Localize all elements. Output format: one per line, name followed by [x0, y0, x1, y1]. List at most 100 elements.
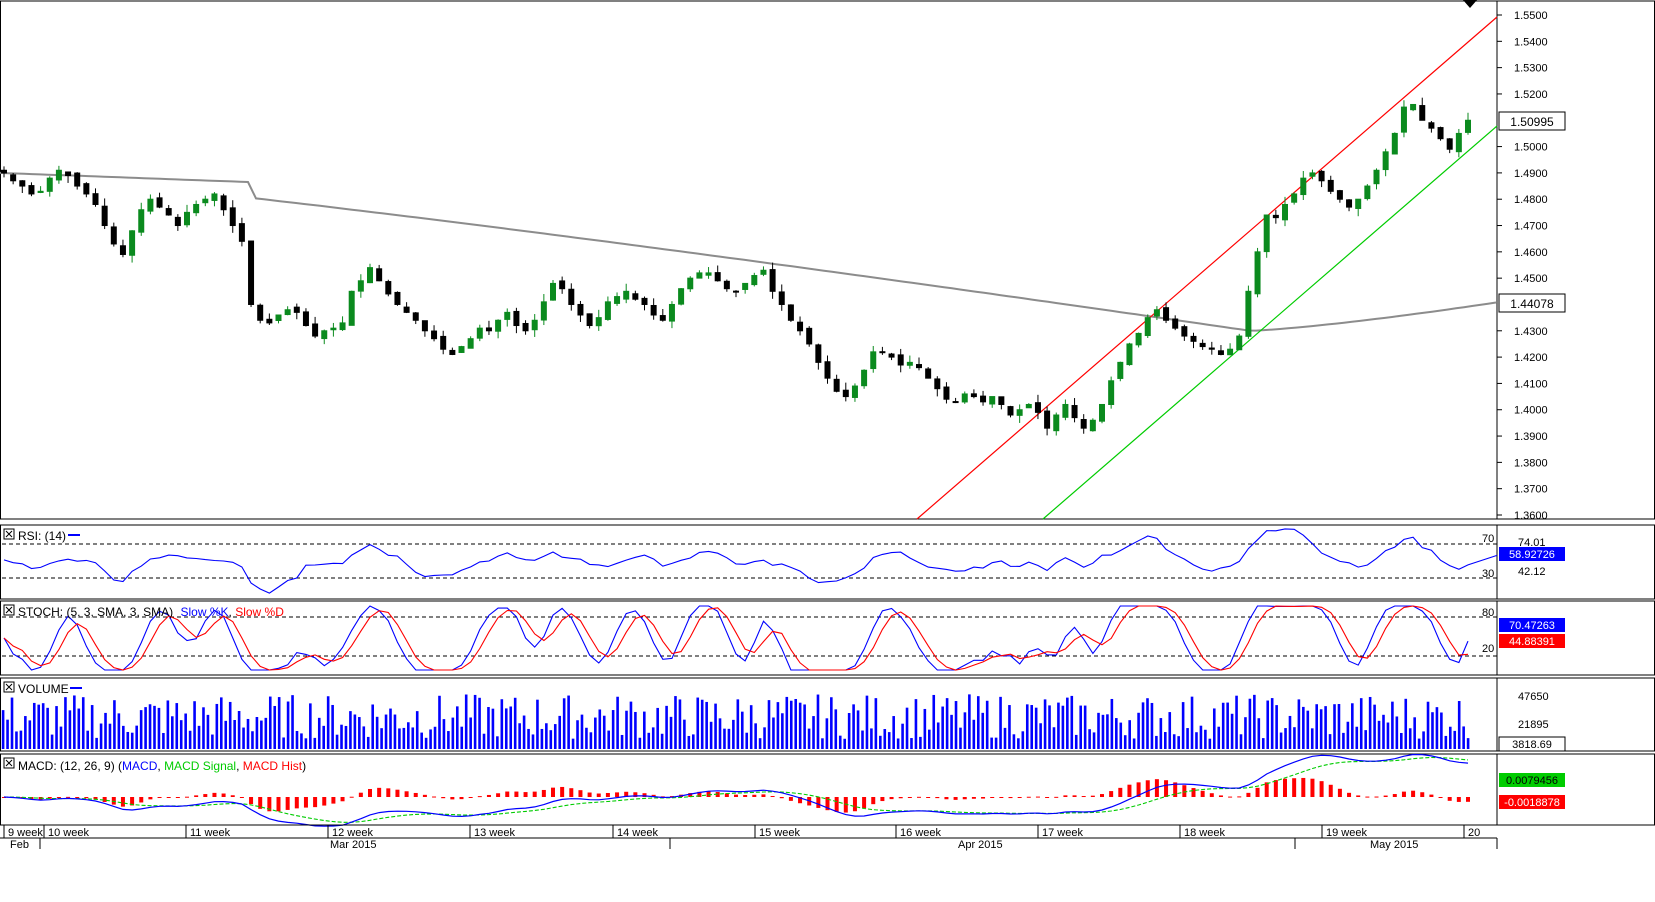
week-label: 20 [1468, 827, 1480, 839]
candle-body [797, 321, 804, 332]
close-x-icon [5, 683, 13, 691]
candle-body [1309, 172, 1316, 177]
price-tick-label: 1.4000 [1514, 405, 1548, 417]
volume-bar [1, 710, 5, 749]
volume-bar [660, 733, 664, 749]
volume-bar [1057, 702, 1060, 749]
candlestick-series [1, 97, 1471, 436]
stoch-k-last: 70.47263 [1509, 620, 1555, 632]
volume-bar [1400, 732, 1403, 749]
price-tick-label: 1.4900 [1514, 168, 1548, 180]
volume-bar [86, 730, 90, 749]
macd-hist-bar [1017, 797, 1022, 798]
candle-body [367, 267, 373, 284]
week-label: 11 week [190, 827, 231, 839]
macd-hist-bar [551, 787, 555, 797]
macd-hist-bar [541, 789, 546, 797]
price-tick-label: 1.4200 [1514, 352, 1548, 364]
volume-bar [861, 730, 864, 749]
macd-hist-bar [1127, 784, 1132, 797]
macd-hist-bar [926, 797, 931, 798]
stoch-d-last: 44.88391 [1509, 636, 1555, 648]
volume-bar [496, 736, 499, 749]
volume-bar [139, 710, 143, 749]
volume-bar [936, 722, 940, 749]
candle-body [1144, 317, 1151, 337]
candle-body [1190, 335, 1197, 342]
volume-bar [81, 697, 85, 749]
macd-hist-bar [349, 796, 354, 798]
candle-body [943, 386, 950, 400]
macd-hist-bar [624, 791, 629, 797]
macd-hist-bar [788, 797, 793, 801]
volume-bar [838, 735, 842, 749]
candle-body [229, 207, 236, 227]
volume-bar [122, 725, 125, 749]
last-price-box: 1.50995 [1498, 111, 1566, 131]
volume-bar [736, 699, 740, 749]
price-panel: 1.5500 1.5400 1.5300 1.5200 1.5000 1.4900 1.48… [0, 0, 1566, 522]
macd-hist-bar [962, 797, 967, 800]
volume-bar [981, 712, 985, 749]
month-label: May 2015 [1370, 839, 1418, 851]
candle-body [733, 290, 739, 293]
volume-bar [1288, 715, 1292, 749]
volume-bar [758, 738, 762, 749]
volume-bar [785, 696, 789, 749]
volume-bar [1302, 706, 1305, 749]
volume-bar [1315, 704, 1319, 749]
candle-body [275, 314, 282, 321]
volume-bar [1355, 726, 1359, 749]
volume-bar [1319, 709, 1323, 749]
volume-bar [1275, 705, 1278, 749]
candle-body [449, 349, 456, 355]
macd-hist-bar [1438, 797, 1443, 798]
macd-hist-bar [1401, 791, 1406, 797]
volume-bar [1230, 713, 1234, 749]
price-tick-label: 1.3600 [1514, 510, 1548, 522]
volume-bar [1017, 738, 1020, 749]
macd-hist-bar [166, 797, 171, 798]
volume-bar [1128, 720, 1131, 749]
macd-hist-bar [111, 797, 116, 805]
rsi-level-70: 70 [1482, 533, 1494, 545]
volume-bar [803, 704, 806, 749]
volume-bar [1110, 698, 1114, 749]
macd-hist-bar [770, 796, 775, 798]
candle-body [421, 320, 428, 332]
macd-title-prefix: MACD: (12, 26, 9) [18, 759, 115, 773]
macd-hist-bar [633, 792, 638, 797]
scroll-marker-icon[interactable] [1463, 0, 1477, 8]
macd-hist-bar [1218, 795, 1223, 797]
volume-bar [745, 732, 749, 749]
volume-bar [562, 698, 566, 749]
volume-bar [184, 713, 187, 749]
volume-bar [389, 708, 392, 749]
macd-hist-bar [175, 797, 180, 798]
volume-bar [1172, 734, 1176, 749]
candle-body [916, 364, 922, 369]
candle-body [1391, 132, 1398, 155]
volume-bar [95, 737, 98, 749]
volume-bar [32, 702, 36, 749]
volume-bar [41, 703, 45, 749]
volume-bar [1070, 695, 1074, 749]
volume-bar [340, 724, 343, 749]
volume-bar [108, 723, 112, 749]
candle-body [650, 304, 657, 316]
candle-body [980, 395, 987, 403]
volume-bar [1417, 738, 1421, 749]
candle-body [659, 315, 666, 321]
macd-hist-bar [615, 792, 620, 797]
candle-body [1, 169, 7, 174]
price-tick-label: 1.5200 [1514, 89, 1548, 101]
price-tick-label: 1.4300 [1514, 326, 1548, 338]
candle-body [1428, 122, 1435, 129]
macd-hist-bar [84, 797, 89, 799]
volume-bar [919, 736, 922, 749]
volume-bar [206, 714, 210, 749]
candle-body [842, 389, 849, 398]
volume-bar [718, 718, 722, 749]
candle-body [485, 327, 492, 332]
volume-bar [433, 726, 437, 749]
